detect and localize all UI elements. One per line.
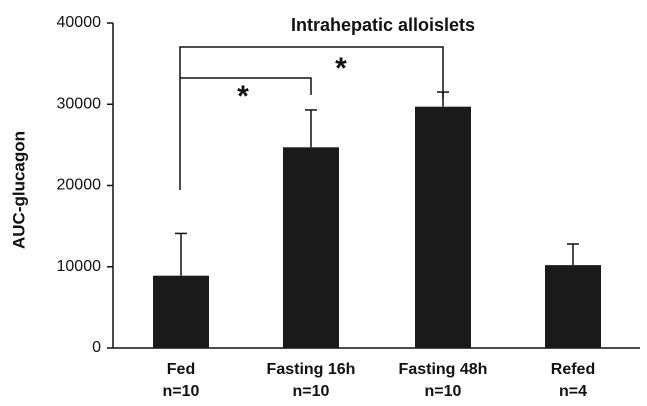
y-tick-label: 20000	[57, 177, 102, 194]
x-tick-label: Fasting 48h	[399, 361, 488, 378]
x-tick-label: Refed	[551, 361, 595, 378]
significance-star: *	[335, 52, 347, 85]
y-tick-label: 40000	[57, 14, 102, 31]
sample-size-label: n=10	[425, 383, 462, 400]
y-axis-label: AUC-glucagon	[9, 131, 28, 249]
y-tick-label: 10000	[57, 258, 102, 275]
bar	[545, 265, 601, 348]
sample-size-label: n=10	[293, 383, 330, 400]
chart-title: Intrahepatic alloislets	[291, 15, 475, 35]
bar	[153, 275, 209, 348]
significance-bracket	[180, 77, 312, 95]
y-tick-label: 0	[92, 339, 101, 356]
bar	[283, 147, 339, 348]
bar	[415, 106, 471, 348]
significance-bracket	[179, 46, 444, 190]
sample-size-label: n=10	[163, 383, 200, 400]
significance-star: *	[237, 80, 249, 113]
x-tick-label: Fasting 16h	[267, 361, 356, 378]
sample-size-label: n=4	[559, 383, 587, 400]
y-tick-label: 30000	[57, 95, 102, 112]
x-tick-label: Fed	[167, 361, 195, 378]
